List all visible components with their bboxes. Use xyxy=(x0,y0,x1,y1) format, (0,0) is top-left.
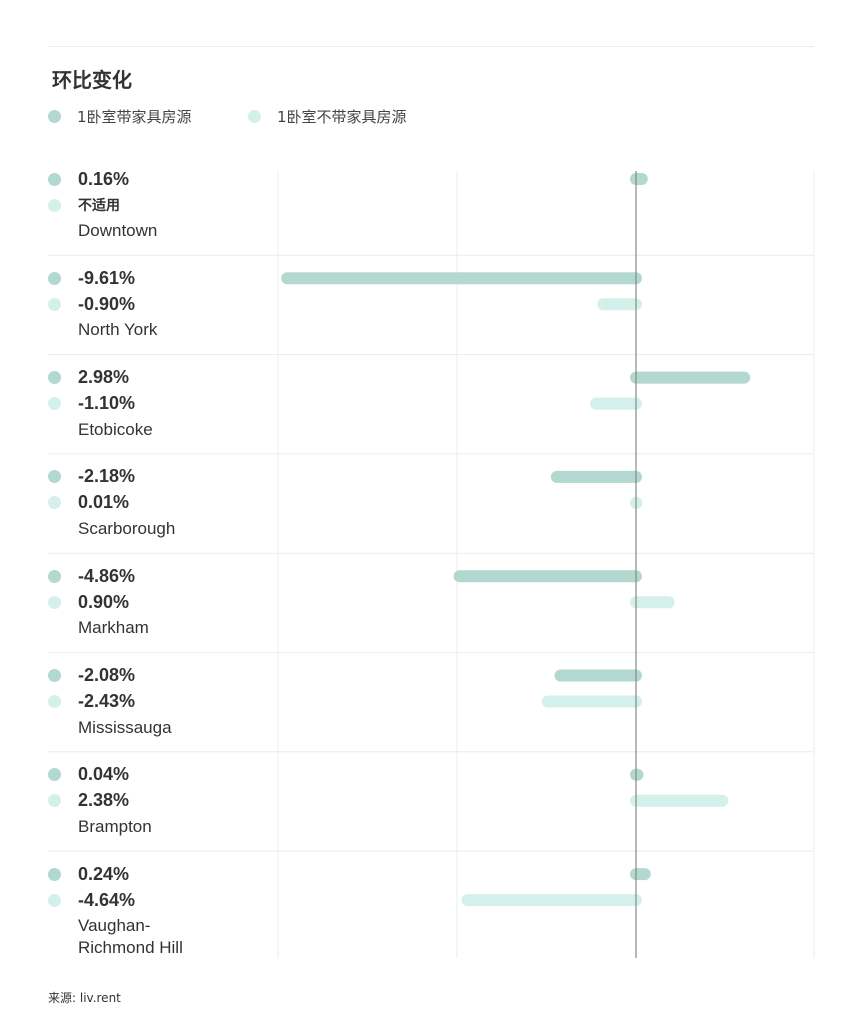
value-line: -1.10% xyxy=(48,391,278,417)
bar-unfurnished-5 xyxy=(541,695,642,708)
bar-furnished-2 xyxy=(630,371,751,384)
value-line: 不适用 xyxy=(48,192,278,218)
value-label-furnished: -2.08% xyxy=(78,665,136,685)
city-label: Markham xyxy=(78,618,149,638)
dot-unfurnished xyxy=(48,198,61,212)
value-line: -9.61% xyxy=(48,265,278,291)
dot-unfurnished xyxy=(48,397,61,411)
row-label-0: 0.16% 不适用 Downtown xyxy=(48,166,278,242)
value-line: 0.24% xyxy=(48,861,278,887)
dot-furnished xyxy=(48,371,61,385)
dot-furnished xyxy=(48,768,61,782)
dot-furnished xyxy=(48,669,61,682)
value-label-furnished: -4.86% xyxy=(78,565,136,586)
value-label-furnished: 2.98% xyxy=(78,367,130,388)
dot-unfurnished xyxy=(48,695,61,708)
row-label-6: 0.04% 2.38% Brampton xyxy=(48,762,278,838)
bar-furnished-0 xyxy=(630,173,648,185)
value-line: -2.43% xyxy=(48,689,278,715)
value-line: -4.64% xyxy=(48,887,278,913)
dot-furnished xyxy=(48,569,61,583)
legend: 1卧室带家具房源 1卧室不带家具房源 xyxy=(48,104,548,128)
value-label-furnished: -2.18% xyxy=(78,466,136,487)
bar-unfurnished-3 xyxy=(630,496,643,509)
city-label: Vaughan- Richmond Hill xyxy=(78,916,183,958)
value-label-unfurnished: -2.43% xyxy=(78,691,136,711)
dot-furnished xyxy=(48,867,61,881)
value-label-unfurnished: 0.90% xyxy=(78,591,130,612)
legend-dot-furnished xyxy=(48,109,61,123)
value-line: 0.01% xyxy=(48,490,278,516)
row-label-7: 0.24% -4.64% Vaughan- Richmond Hill xyxy=(48,861,278,959)
row-label-5: -2.08% -2.43% Mississauga xyxy=(48,663,278,739)
value-line: -4.86% xyxy=(48,563,278,589)
city-label: Brampton xyxy=(78,816,152,836)
legend-label-furnished: 1卧室带家具房源 xyxy=(77,107,192,126)
value-line: -2.08% xyxy=(48,663,278,689)
dot-furnished xyxy=(48,271,61,285)
bar-furnished-5 xyxy=(554,669,642,682)
value-line: 0.90% xyxy=(48,589,278,615)
value-label-unfurnished: 不适用 xyxy=(78,198,120,214)
bar-furnished-4 xyxy=(453,570,642,583)
bar-furnished-3 xyxy=(550,470,642,483)
dot-unfurnished xyxy=(48,496,61,510)
source-note: 来源: liv.rent xyxy=(48,991,121,1005)
row-label-4: -4.86% 0.90% Markham xyxy=(48,563,278,639)
row-label-1: -9.61% -0.90% North York xyxy=(48,265,278,341)
legend-label-unfurnished: 1卧室不带家具房源 xyxy=(277,107,407,126)
value-label-unfurnished: 2.38% xyxy=(78,790,130,811)
value-label-unfurnished: -1.10% xyxy=(78,393,136,414)
bar-furnished-6 xyxy=(630,768,644,781)
value-line: 0.04% xyxy=(48,762,278,788)
bar-unfurnished-1 xyxy=(597,298,642,311)
value-label-furnished: -9.61% xyxy=(78,267,136,288)
legend-item-unfurnished: 1卧室不带家具房源 xyxy=(248,104,407,128)
value-line: -0.90% xyxy=(48,291,278,317)
bar-unfurnished-7 xyxy=(461,894,642,907)
value-label-unfurnished: -4.64% xyxy=(78,889,136,910)
value-label-furnished: 0.16% xyxy=(78,168,130,189)
bar-unfurnished-6 xyxy=(630,794,729,807)
legend-item-furnished: 1卧室带家具房源 xyxy=(48,104,192,128)
value-label-furnished: 0.24% xyxy=(78,863,130,884)
top-divider xyxy=(48,46,814,47)
city-label: Scarborough xyxy=(78,518,176,538)
dot-unfurnished xyxy=(48,595,61,609)
dot-furnished xyxy=(48,470,61,484)
dot-furnished xyxy=(48,172,61,186)
city-label: Downtown xyxy=(78,221,158,240)
dot-unfurnished xyxy=(48,297,61,311)
bar-unfurnished-4 xyxy=(630,596,675,609)
value-label-unfurnished: 0.01% xyxy=(78,492,130,513)
legend-dot-unfurnished xyxy=(248,109,261,123)
city-label: North York xyxy=(78,320,158,340)
bar-furnished-1 xyxy=(281,272,642,285)
value-line: 0.16% xyxy=(48,166,278,192)
city-label: Mississauga xyxy=(78,717,172,737)
dot-unfurnished xyxy=(48,794,61,808)
bar-unfurnished-2 xyxy=(590,397,642,410)
bar-furnished-7 xyxy=(630,868,651,881)
value-line: 2.98% xyxy=(48,365,278,391)
dot-unfurnished xyxy=(48,893,61,907)
value-line: 2.38% xyxy=(48,788,278,814)
row-label-2: 2.98% -1.10% Etobicoke xyxy=(48,365,278,441)
value-line: -2.18% xyxy=(48,464,278,490)
value-label-unfurnished: -0.90% xyxy=(78,293,136,314)
chart-title: 环比变化 xyxy=(52,68,132,92)
row-label-3: -2.18% 0.01% Scarborough xyxy=(48,464,278,540)
value-label-furnished: 0.04% xyxy=(78,764,130,785)
city-label: Etobicoke xyxy=(78,419,153,439)
